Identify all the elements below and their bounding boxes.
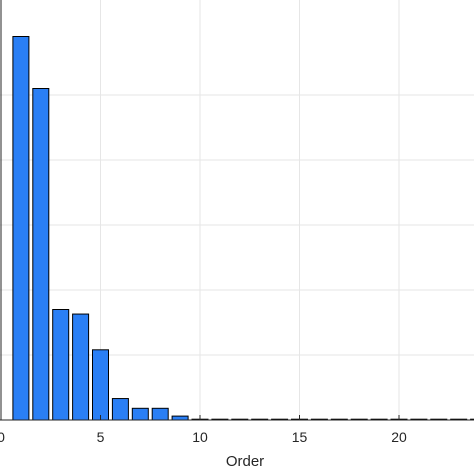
bar-7	[131, 407, 149, 421]
x-tick-label-10: 10	[192, 429, 208, 445]
axes-layer	[0, 0, 474, 421]
bar-6	[111, 398, 129, 421]
bar-1	[12, 36, 30, 421]
x-tick-label-5: 5	[97, 429, 105, 445]
bar-4	[72, 313, 90, 421]
bar-3	[52, 309, 70, 421]
x-axis-label: Order	[226, 453, 264, 470]
x-tick-label-20: 20	[391, 429, 407, 445]
bar-8	[151, 407, 169, 421]
x-tick-label-15: 15	[292, 429, 308, 445]
bar-9	[171, 415, 189, 421]
x-ticks-layer: 0 5 10 15 20	[0, 415, 407, 445]
bar-5	[92, 349, 109, 421]
bar-2	[32, 88, 50, 421]
x-tick-label-0: 0	[0, 429, 5, 445]
grid-layer	[0, 0, 474, 420]
bars-layer	[12, 36, 474, 421]
